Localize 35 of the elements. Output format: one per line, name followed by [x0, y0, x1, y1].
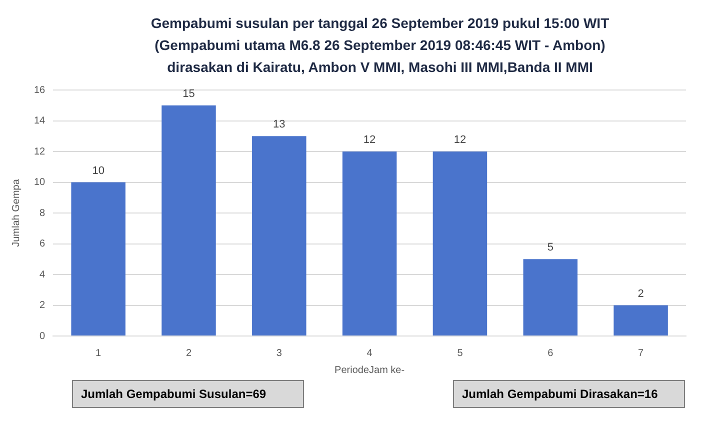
y-tick-label: 2 [40, 300, 46, 311]
x-tick-label: 3 [276, 348, 282, 359]
bar [523, 259, 578, 336]
data-label: 12 [363, 134, 376, 146]
data-label: 13 [273, 118, 286, 131]
chart-title: Gempabumi susulan per tanggal 26 September 2019 pukul 15:00 WIT (Gempabumi utama M6.8 26 September 2019 08:46:45 WIT - Ambon) dirasakan di Kairatu, Ambon V MMI, Masohi III MMI,Banda II MMI [150, 14, 610, 77]
x-tick-label: 7 [638, 348, 644, 359]
bar [342, 152, 397, 336]
data-label: 5 [547, 242, 554, 254]
y-tick-label: 16 [34, 84, 46, 96]
x-tick-label: 2 [186, 348, 192, 359]
y-tick-label: 12 [34, 146, 46, 158]
y-tick-label: 6 [40, 238, 46, 250]
y-tick-label: 14 [34, 116, 46, 126]
data-label: 12 [454, 134, 466, 146]
text: Jumlah Gempabumi Susulan=69 [72, 380, 304, 408]
bar [614, 305, 668, 336]
data-label: 2 [638, 288, 644, 300]
x-tick-label: 1 [96, 348, 102, 359]
bar [252, 136, 306, 336]
y-tick-label: 0 [40, 330, 46, 342]
bar [432, 152, 488, 336]
x-tick-label: 5 [457, 348, 464, 359]
y-tick-label: 10 [34, 177, 46, 188]
x-tick-label: 4 [366, 348, 373, 359]
y-tick-label: 8 [40, 208, 46, 219]
data-label: 10 [92, 164, 104, 177]
bar [162, 105, 216, 336]
data-label: 15 [182, 88, 195, 100]
y-tick-label: 4 [40, 269, 46, 280]
x-axis-title: PeriodeJam ke- [334, 364, 405, 376]
y-axis-title: Jumlah Gempa [10, 178, 22, 247]
bar [71, 182, 126, 336]
text: Jumlah Gempabumi Dirasakan=16 [453, 380, 685, 408]
x-tick-label: 6 [548, 348, 554, 359]
